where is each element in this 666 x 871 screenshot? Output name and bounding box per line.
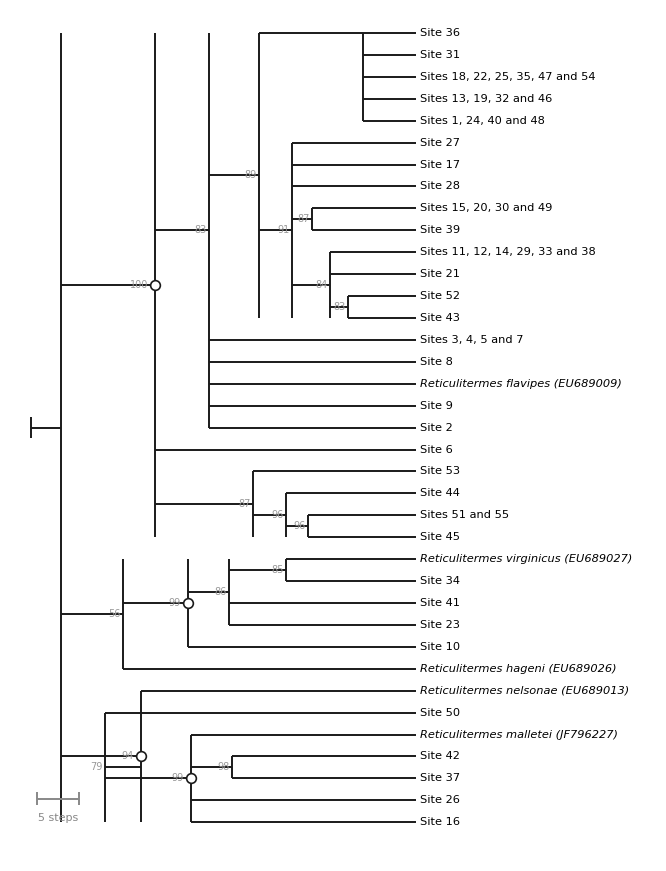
Text: Site 31: Site 31: [420, 50, 460, 60]
Text: Sites 15, 20, 30 and 49: Sites 15, 20, 30 and 49: [420, 203, 553, 213]
Text: Site 28: Site 28: [420, 181, 460, 192]
Text: Reticulitermes nelsonae (EU689013): Reticulitermes nelsonae (EU689013): [420, 685, 629, 696]
Text: Site 8: Site 8: [420, 357, 453, 367]
Text: 98: 98: [218, 762, 230, 773]
Text: Reticulitermes flavipes (EU689009): Reticulitermes flavipes (EU689009): [420, 379, 622, 388]
Text: 94: 94: [121, 752, 133, 761]
Text: 84: 84: [316, 280, 328, 290]
Text: Site 23: Site 23: [420, 620, 460, 630]
Text: Sites 1, 24, 40 and 48: Sites 1, 24, 40 and 48: [420, 116, 545, 125]
Text: Sites 18, 22, 25, 35, 47 and 54: Sites 18, 22, 25, 35, 47 and 54: [420, 71, 595, 82]
Text: Site 53: Site 53: [420, 467, 460, 476]
Text: Site 43: Site 43: [420, 313, 460, 323]
Text: Site 2: Site 2: [420, 422, 453, 433]
Text: Site 41: Site 41: [420, 598, 460, 608]
Text: Site 34: Site 34: [420, 576, 460, 586]
Text: 79: 79: [91, 762, 103, 773]
Text: 99: 99: [168, 598, 181, 608]
Text: Site 44: Site 44: [420, 489, 460, 498]
Text: 85: 85: [271, 565, 283, 575]
Text: 96: 96: [271, 510, 283, 520]
Text: 56: 56: [108, 609, 121, 619]
Text: 83: 83: [194, 226, 206, 235]
Text: Site 10: Site 10: [420, 642, 460, 652]
Text: Site 27: Site 27: [420, 138, 460, 147]
Text: Site 36: Site 36: [420, 28, 460, 38]
Text: Sites 11, 12, 14, 29, 33 and 38: Sites 11, 12, 14, 29, 33 and 38: [420, 247, 596, 257]
Text: Site 42: Site 42: [420, 752, 460, 761]
Text: Site 9: Site 9: [420, 401, 453, 411]
Text: Site 17: Site 17: [420, 159, 460, 170]
Text: 5 steps: 5 steps: [38, 813, 78, 823]
Text: 83: 83: [334, 302, 346, 312]
Text: 96: 96: [293, 521, 305, 531]
Text: 99: 99: [172, 773, 184, 783]
Text: Reticulitermes malletei (JF796227): Reticulitermes malletei (JF796227): [420, 730, 618, 739]
Text: Sites 51 and 55: Sites 51 and 55: [420, 510, 509, 520]
Text: Site 6: Site 6: [420, 444, 453, 455]
Text: 91: 91: [277, 226, 289, 235]
Text: Sites 3, 4, 5 and 7: Sites 3, 4, 5 and 7: [420, 335, 523, 345]
Text: 87: 87: [238, 499, 251, 510]
Text: Site 45: Site 45: [420, 532, 460, 543]
Text: 100: 100: [130, 280, 149, 290]
Text: Sites 13, 19, 32 and 46: Sites 13, 19, 32 and 46: [420, 94, 553, 104]
Text: Site 37: Site 37: [420, 773, 460, 783]
Text: Reticulitermes hageni (EU689026): Reticulitermes hageni (EU689026): [420, 664, 617, 674]
Text: Reticulitermes virginicus (EU689027): Reticulitermes virginicus (EU689027): [420, 554, 633, 564]
Text: Site 39: Site 39: [420, 226, 460, 235]
Text: 89: 89: [244, 171, 256, 180]
Text: Site 16: Site 16: [420, 817, 460, 827]
Text: Site 21: Site 21: [420, 269, 460, 279]
Text: Site 26: Site 26: [420, 795, 460, 806]
Text: Site 50: Site 50: [420, 707, 460, 718]
Text: Site 52: Site 52: [420, 291, 460, 301]
Text: 87: 87: [298, 214, 310, 225]
Text: 86: 86: [215, 587, 227, 597]
